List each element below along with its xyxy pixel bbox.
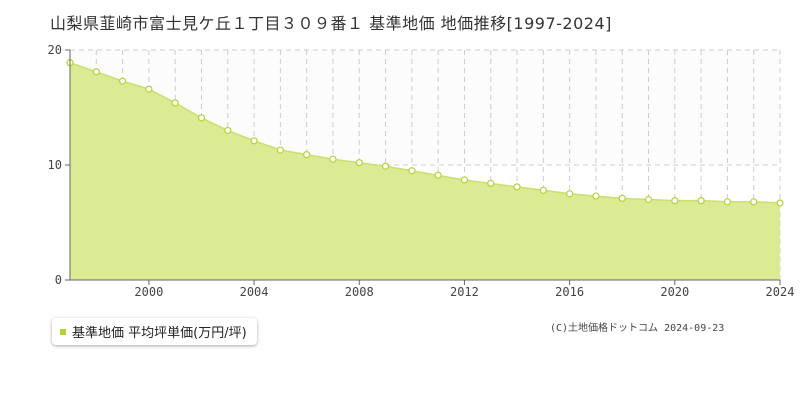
data-point [224,126,232,135]
x-tick-label: 2016 [555,285,584,299]
data-point [250,137,258,145]
data-point [539,186,547,194]
legend-label: 基準地価 平均坪単価(万円/坪) [72,326,247,341]
data-points [66,59,784,207]
legend-swatch [60,328,66,335]
data-point [197,114,206,122]
y-tick-label: 20 [48,43,62,57]
area-fill [70,62,780,281]
x-tick-labels: 2000 2004 2008 2012 2016 2020 2024 [134,285,794,299]
data-point [750,198,758,206]
x-tick-label: 2000 [134,285,163,299]
data-point [171,99,179,107]
legend: 基準地価 平均坪単価(万円/坪) [52,318,257,345]
y-tick-labels: 0 10 20 [48,43,62,287]
data-point [355,159,363,167]
data-point [487,179,495,187]
data-point [276,146,284,154]
data-point [145,85,153,93]
data-point [723,198,732,206]
x-tick-label: 2024 [766,285,795,299]
data-point [303,151,311,159]
data-point [408,167,416,175]
x-tick-label: 2004 [240,285,269,299]
data-point [776,199,784,207]
copyright-text: (C)土地価格ドットコム 2024-09-23 [550,323,725,334]
chart-title: 山梨県韮崎市富士見ケ丘１丁目３０９番１ 基準地価 地価推移[1997-2024] [50,14,612,33]
data-point [92,68,100,76]
x-tick-label: 2020 [660,285,689,299]
y-tick-label: 0 [55,273,62,287]
data-point [434,171,442,179]
data-point [381,162,390,170]
data-point [460,176,469,184]
data-point [671,197,679,205]
data-point [118,77,127,85]
data-point [592,192,600,200]
data-point [329,155,337,163]
data-point [618,194,626,202]
series-line [69,61,781,204]
axes [65,49,781,285]
data-point [513,183,521,191]
data-point [697,197,705,205]
data-point [644,195,653,204]
x-tick-label: 2012 [450,285,479,299]
x-tick-label: 2008 [345,285,374,299]
y-tick-label: 10 [48,158,62,172]
data-point [566,190,574,198]
